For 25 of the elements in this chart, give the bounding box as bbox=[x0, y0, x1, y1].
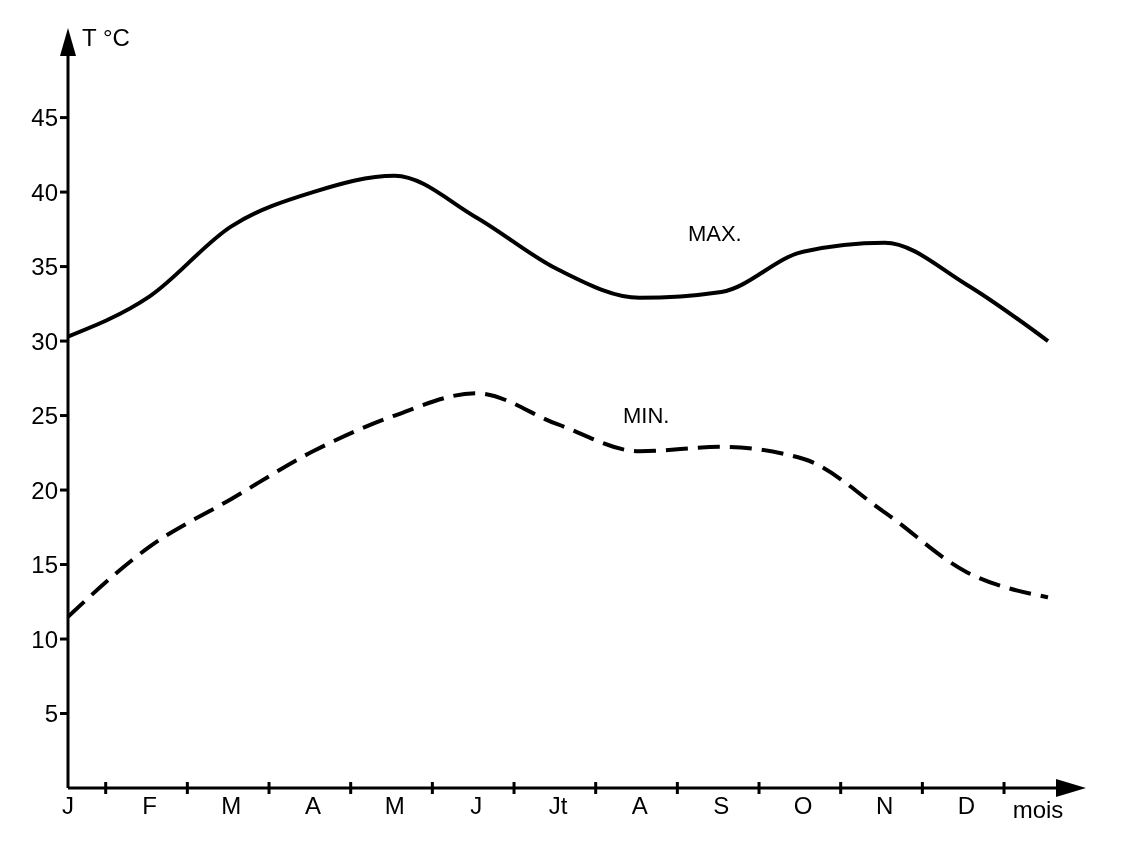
x-axis-title: mois bbox=[1012, 796, 1064, 823]
x-tick-label: J bbox=[470, 792, 483, 819]
x-tick-label: S bbox=[713, 792, 730, 819]
y-tick-label: 40 bbox=[31, 178, 58, 206]
x-tick-label: M bbox=[384, 792, 405, 819]
annotation: MIN. bbox=[622, 403, 670, 428]
x-tick-label: Jt bbox=[548, 792, 568, 819]
x-tick-label: D bbox=[957, 792, 976, 819]
y-tick-label: 35 bbox=[31, 253, 58, 281]
y-tick-label: 5 bbox=[44, 700, 58, 728]
x-tick-label: F bbox=[142, 792, 157, 819]
y-tick-label: 20 bbox=[31, 476, 58, 504]
y-tick-label: 10 bbox=[31, 625, 58, 653]
y-tick-label: 25 bbox=[31, 402, 58, 430]
x-tick-label: A bbox=[304, 792, 322, 819]
y-tick-label: 15 bbox=[31, 551, 58, 579]
x-tick-label: M bbox=[221, 792, 242, 819]
y-tick-label: 45 bbox=[31, 104, 58, 132]
x-tick-label: A bbox=[631, 792, 648, 819]
x-tick-label: J bbox=[62, 792, 74, 819]
y-axis-title: T °C bbox=[82, 24, 130, 51]
x-tick-label: N bbox=[875, 792, 894, 819]
y-tick-label: 30 bbox=[31, 327, 58, 355]
x-tick-label: O bbox=[793, 792, 813, 819]
annotation: MAX. bbox=[687, 220, 742, 246]
